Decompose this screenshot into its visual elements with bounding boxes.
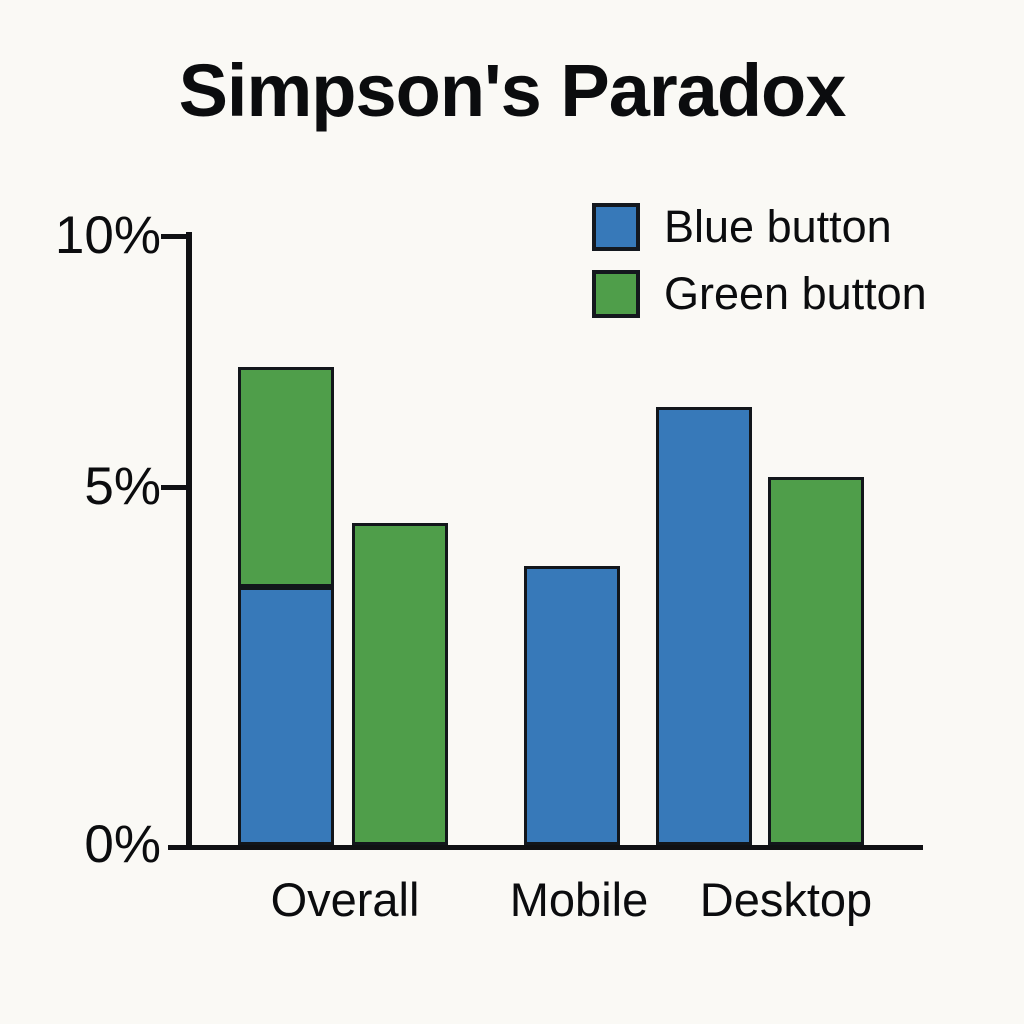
legend-label-green-button: Green button (664, 268, 927, 319)
legend-item-green-button: Green button (592, 268, 927, 319)
y-tick-10% (161, 234, 186, 239)
legend-swatch-green-icon (592, 270, 640, 318)
bar-mobile-blue (524, 566, 620, 845)
legend: Blue button Green button (592, 201, 927, 338)
x-tick-label-mobile: Mobile (509, 873, 649, 926)
legend-swatch-blue-icon (592, 203, 640, 251)
bar-overall-blue (238, 587, 334, 845)
bar-desktop-green (768, 477, 864, 845)
x-tick-label-desktop: Desktop (699, 873, 873, 926)
x-tick-label-overall: Overall (270, 873, 420, 926)
chart-title: Simpson's Paradox (178, 49, 847, 132)
y-tick-label-10%: 10% (54, 206, 161, 265)
y-tick-label-0%: 0% (84, 815, 161, 874)
bar-overall-green (238, 367, 334, 587)
legend-item-blue-button: Blue button (592, 201, 927, 252)
bar-overall-green (352, 523, 448, 845)
y-tick-label-5%: 5% (84, 457, 161, 516)
y-tick-5% (161, 485, 186, 490)
y-axis-line (186, 232, 192, 850)
legend-label-blue-button: Blue button (664, 201, 892, 252)
x-axis-line (168, 845, 923, 850)
bar-desktop-blue (656, 407, 752, 845)
